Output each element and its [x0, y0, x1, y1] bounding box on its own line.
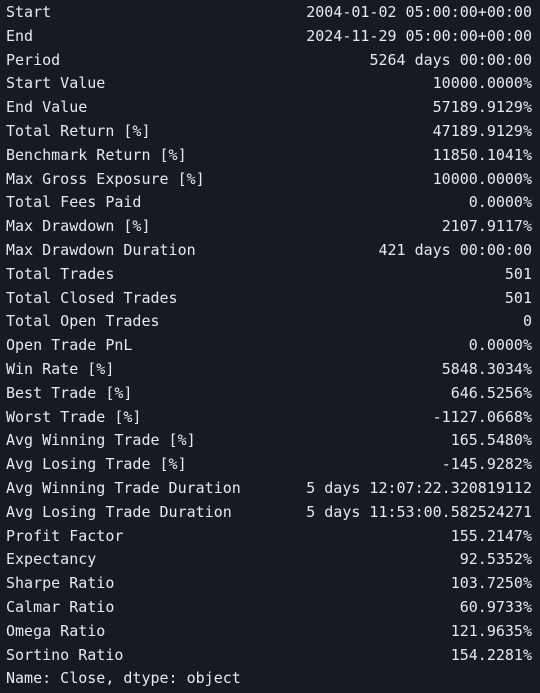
stat-row: Avg Losing Trade [%] -145.9282% — [0, 453, 540, 477]
stat-key: Start — [6, 3, 52, 21]
stat-row: Benchmark Return [%] 11850.1041% — [0, 144, 540, 168]
stat-row: Max Drawdown [%] 2107.9117% — [0, 215, 540, 239]
stat-key: Max Gross Exposure [%] — [6, 169, 205, 188]
stat-row: Sharpe Ratio 103.7250% — [0, 572, 540, 596]
stat-key: Max Drawdown Duration — [6, 240, 196, 259]
stat-value: 5 days 12:07:22.320819112 — [306, 478, 532, 497]
stat-value: 2024-11-29 05:00:00+00:00 — [306, 26, 532, 45]
stat-row: Sortino Ratio 154.2281% — [0, 644, 540, 668]
stat-row: Omega Ratio 121.9635% — [0, 620, 540, 644]
stat-key: Expectancy — [6, 550, 97, 569]
stat-row: Start Value 10000.0000% — [0, 72, 540, 96]
stat-row: End 2024-11-29 05:00:00+00:00 — [0, 25, 540, 49]
stat-key: Worst Trade [%] — [6, 407, 142, 426]
series-footer: Name: Close, dtype: object — [6, 669, 241, 688]
stat-row: Total Open Trades 0 — [0, 310, 540, 334]
stat-row: Total Return [%] 47189.9129% — [0, 120, 540, 144]
stat-row: Avg Losing Trade Duration 5 days 11:53:00… — [0, 501, 540, 525]
stat-row: Worst Trade [%] -1127.0668% — [0, 406, 540, 430]
stat-key: Calmar Ratio — [6, 597, 115, 616]
stat-key: Win Rate [%] — [6, 359, 115, 378]
stat-row: Total Closed Trades 501 — [0, 287, 540, 311]
stat-value: 155.2147% — [450, 526, 532, 545]
stat-key: Avg Losing Trade Duration — [6, 502, 232, 521]
stat-key: Total Closed Trades — [6, 288, 178, 307]
stat-row: Total Fees Paid 0.0000% — [0, 191, 540, 215]
stat-row: Max Drawdown Duration 421 days 00:00:00 — [0, 239, 540, 263]
stat-row: Avg Winning Trade Duration 5 days 12:07:2… — [0, 477, 540, 501]
stat-key: End — [6, 26, 34, 45]
stat-row: Start 2004-01-02 05:00:00+00:00 — [0, 1, 540, 25]
stat-value: 5848.3034% — [441, 359, 532, 378]
stat-row: Total Trades 501 — [0, 263, 540, 287]
stat-value: 0 — [522, 312, 532, 331]
stat-value: 154.2281% — [450, 645, 532, 664]
stat-row: Avg Winning Trade [%] 165.5480% — [0, 429, 540, 453]
stat-key: Period — [6, 50, 61, 69]
stat-value: 60.9733% — [459, 597, 532, 616]
stat-value: 421 days 00:00:00 — [378, 240, 532, 259]
stat-key: Benchmark Return [%] — [6, 145, 187, 164]
stat-row: Profit Factor 155.2147% — [0, 525, 540, 549]
stat-key: Start Value — [6, 74, 106, 93]
stat-value: 646.5256% — [450, 383, 532, 402]
stat-key: Total Return [%] — [6, 121, 151, 140]
stat-key: Total Fees Paid — [6, 193, 142, 212]
stat-value: 103.7250% — [450, 574, 532, 593]
stat-value: 47189.9129% — [432, 121, 532, 140]
stat-value: 10000.0000% — [432, 169, 532, 188]
stat-key: Omega Ratio — [6, 621, 106, 640]
stat-key: Best Trade [%] — [6, 383, 133, 402]
stat-row: Max Gross Exposure [%] 10000.0000% — [0, 168, 540, 192]
stat-value: -1127.0668% — [432, 407, 532, 426]
stat-value: -145.9282% — [441, 455, 532, 474]
stat-row: Win Rate [%] 5848.3034% — [0, 358, 540, 382]
stat-value: 92.5352% — [459, 550, 532, 569]
stat-value: 5 days 11:53:00.582524271 — [306, 502, 532, 521]
stat-key: End Value — [6, 98, 88, 117]
stat-key: Sharpe Ratio — [6, 574, 115, 593]
stat-key: Avg Winning Trade [%] — [6, 431, 196, 450]
stat-value: 0.0000% — [468, 193, 532, 212]
stat-key: Total Trades — [6, 264, 115, 283]
stat-key: Avg Losing Trade [%] — [6, 455, 187, 474]
stat-value: 11850.1041% — [432, 145, 532, 164]
stat-row: Expectancy 92.5352% — [0, 548, 540, 572]
stat-value: 5264 days 00:00:00 — [369, 50, 532, 69]
stats-table: Start 2004-01-02 05:00:00+00:00 End 2024-11… — [0, 1, 540, 667]
stat-value: 57189.9129% — [432, 98, 532, 117]
stat-row: End Value 57189.9129% — [0, 96, 540, 120]
stat-key: Profit Factor — [6, 526, 124, 545]
stat-row: Open Trade PnL 0.0000% — [0, 334, 540, 358]
stat-value: 0.0000% — [468, 336, 532, 355]
stat-row: Calmar Ratio 60.9733% — [0, 596, 540, 620]
stat-key: Open Trade PnL — [6, 336, 133, 355]
stat-value: 165.5480% — [450, 431, 532, 450]
stat-key: Max Drawdown [%] — [6, 217, 151, 236]
stat-value: 121.9635% — [450, 621, 532, 640]
stat-row: Best Trade [%] 646.5256% — [0, 382, 540, 406]
stat-key: Sortino Ratio — [6, 645, 124, 664]
stat-value: 501 — [504, 264, 532, 283]
stat-value: 10000.0000% — [432, 74, 532, 93]
stat-value: 2004-01-02 05:00:00+00:00 — [306, 3, 532, 21]
stat-key: Total Open Trades — [6, 312, 160, 331]
stat-value: 2107.9117% — [441, 217, 532, 236]
stat-value: 501 — [504, 288, 532, 307]
stat-row: Period 5264 days 00:00:00 — [0, 49, 540, 73]
stat-key: Avg Winning Trade Duration — [6, 478, 241, 497]
